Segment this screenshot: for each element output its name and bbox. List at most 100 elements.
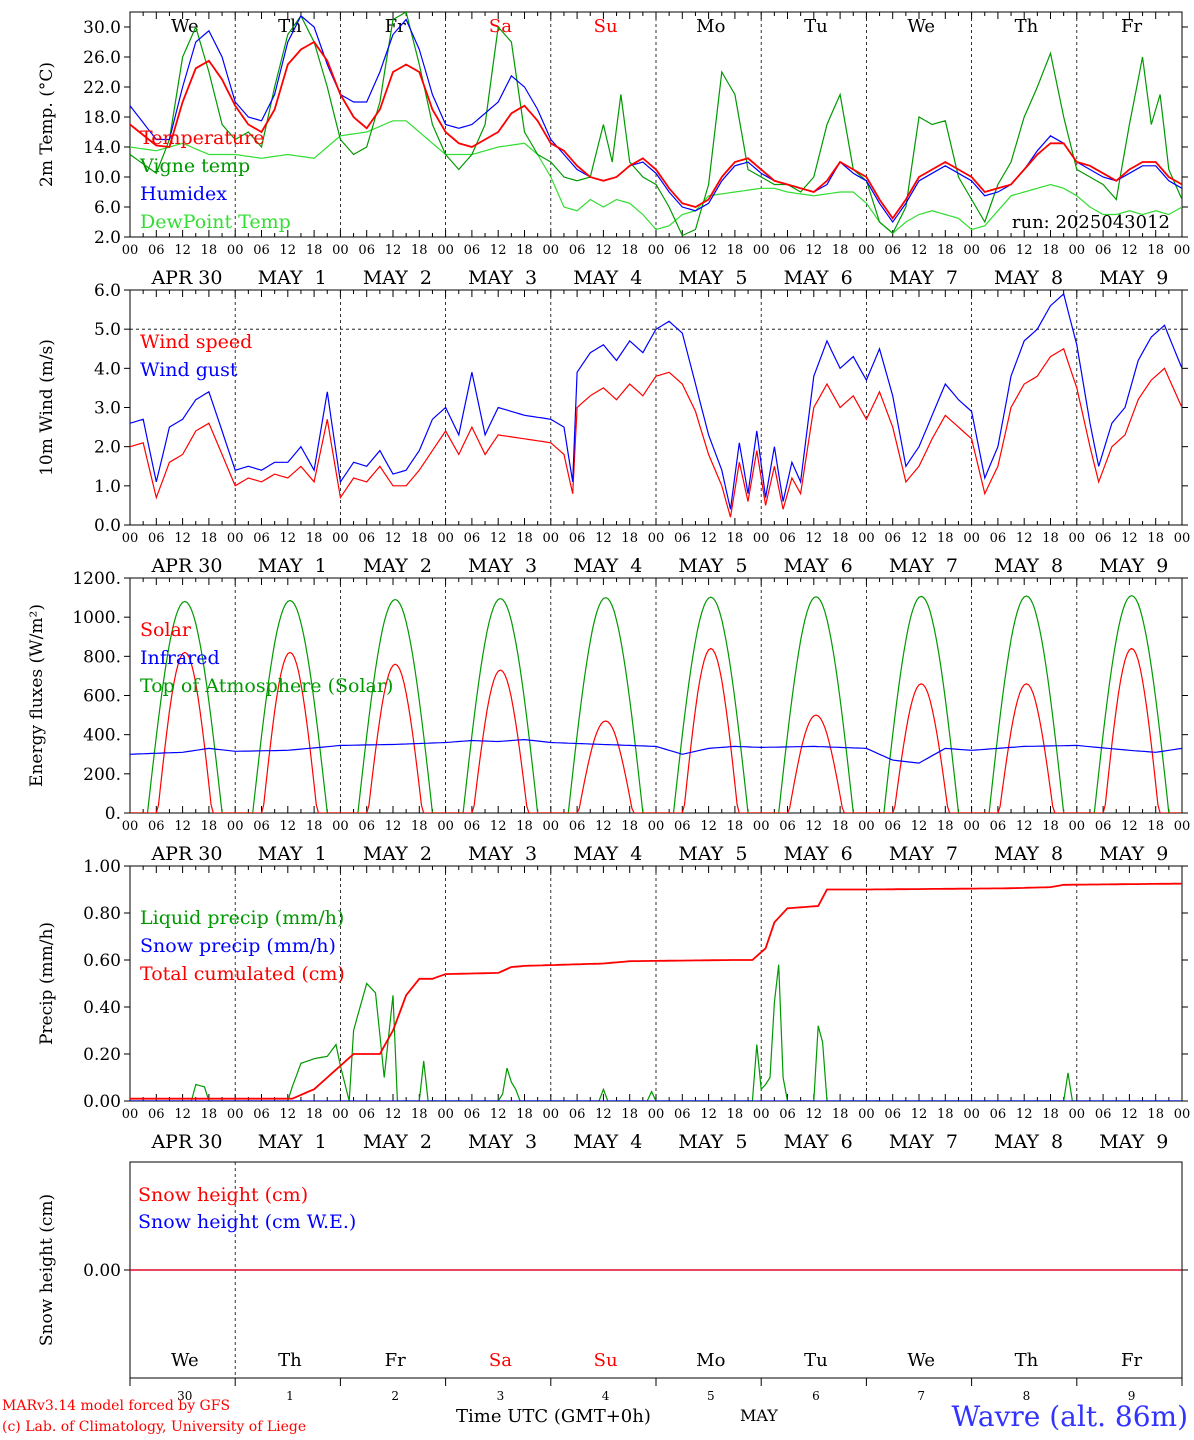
hour-tick-label: 00: [1069, 1107, 1086, 1122]
y-tick-label: 0.60: [83, 951, 121, 971]
date-label: MAY 1: [258, 555, 327, 577]
date-label: MAY 5: [678, 555, 747, 577]
date-label: APR 30: [150, 555, 222, 577]
hour-tick-label: 00: [1069, 531, 1086, 546]
y-tick-label: 800.: [83, 647, 121, 667]
hour-tick-label: 00: [858, 531, 875, 546]
hour-tick-label: 00: [858, 819, 875, 834]
hour-tick-label: 12: [174, 243, 191, 258]
hour-tick-label: 00: [332, 819, 349, 834]
hour-tick-label: 18: [1147, 531, 1164, 546]
y-tick-label: 600.: [83, 687, 121, 707]
hour-tick-label: 12: [1121, 243, 1138, 258]
hour-tick-label: 06: [569, 243, 586, 258]
date-label: MAY 1: [258, 1131, 327, 1153]
hour-tick-label: 06: [358, 531, 375, 546]
hour-tick-label: 18: [411, 243, 428, 258]
hour-tick-label: 06: [779, 243, 796, 258]
run-label: run: 2025043012: [1012, 212, 1170, 233]
hour-tick-label: 00: [753, 243, 770, 258]
series-group: [130, 594, 1182, 813]
hour-tick-label: 12: [174, 1107, 191, 1122]
hour-tick-label: 18: [516, 531, 533, 546]
day-number-label: 6: [812, 1389, 820, 1403]
lab-credit: (c) Lab. of Climatology, University of L…: [2, 1419, 307, 1435]
hour-tick-label: 18: [621, 819, 638, 834]
hour-tick-label: 06: [1095, 819, 1112, 834]
series-line-vigne-temp: [130, 12, 1182, 237]
date-label: MAY 4: [573, 1131, 642, 1153]
hour-tick-label: 00: [437, 819, 454, 834]
hour-tick-label: 12: [806, 1107, 823, 1122]
day-number-label: 3: [497, 1389, 505, 1403]
date-label: MAY 8: [994, 843, 1063, 865]
y-tick-label: 6.0: [94, 281, 121, 301]
hour-tick-label: 18: [832, 243, 849, 258]
series-line-liquid-precip-mm-h-: [130, 964, 1182, 1101]
hour-tick-label: 12: [700, 819, 717, 834]
legend-entry: Temperature: [140, 127, 264, 149]
hour-tick-label: 06: [884, 531, 901, 546]
hour-tick-label: 00: [227, 243, 244, 258]
y-tick-label: 1.0: [94, 477, 121, 497]
hour-tick-label: 00: [437, 243, 454, 258]
hour-tick-label: 00: [437, 531, 454, 546]
hour-tick-label: 06: [990, 1107, 1007, 1122]
hour-tick-label: 18: [1147, 819, 1164, 834]
hour-tick-label: 06: [148, 531, 165, 546]
hour-tick-label: 12: [385, 819, 402, 834]
legend-entry: Wind gust: [140, 359, 238, 381]
date-label: MAY 9: [1099, 267, 1168, 289]
date-label: MAY 3: [468, 267, 537, 289]
hour-tick-label: 06: [148, 819, 165, 834]
series-line-wind-speed: [130, 347, 1182, 518]
hour-tick-label: 12: [595, 819, 612, 834]
date-label: MAY 6: [784, 1131, 853, 1153]
hour-tick-label: 00: [437, 1107, 454, 1122]
hour-tick-label: 18: [201, 819, 218, 834]
hour-tick-label: 06: [779, 531, 796, 546]
date-label: MAY 6: [784, 555, 853, 577]
date-label: MAY 7: [889, 267, 958, 289]
date-label: MAY 5: [678, 1131, 747, 1153]
day-number-label: 2: [391, 1389, 399, 1403]
hour-tick-label: 00: [227, 1107, 244, 1122]
weekday-label: We: [171, 1350, 199, 1371]
hour-tick-label: 00: [122, 819, 139, 834]
hour-tick-label: 12: [385, 531, 402, 546]
hour-tick-label: 12: [1016, 819, 1033, 834]
hour-tick-label: 00: [963, 243, 980, 258]
hour-tick-label: 00: [122, 243, 139, 258]
day-number-label: 4: [602, 1389, 610, 1403]
date-label: MAY 2: [363, 1131, 432, 1153]
hour-tick-label: 12: [1016, 243, 1033, 258]
weekday-label: We: [907, 16, 935, 37]
hour-tick-label: 12: [806, 819, 823, 834]
hour-tick-label: 12: [280, 819, 297, 834]
hour-tick-label: 00: [648, 531, 665, 546]
hour-tick-label: 00: [1174, 531, 1191, 546]
hour-tick-label: 18: [516, 819, 533, 834]
hour-tick-label: 00: [648, 819, 665, 834]
legend-entry: Snow height (cm): [138, 1184, 308, 1206]
hour-tick-label: 12: [1121, 531, 1138, 546]
panel-1: 2m Temp. (°C) 2.0 6.0 10.0 14.0 18.0 22.0 26.0 3…: [37, 11, 1190, 289]
hour-tick-label: 06: [358, 243, 375, 258]
y-tick-label: 0.20: [83, 1045, 121, 1065]
series-line-humidex: [130, 14, 1182, 224]
date-label: MAY 1: [258, 843, 327, 865]
y-tick-label: 0.00: [83, 1261, 121, 1281]
day-number-label: 9: [1128, 1389, 1136, 1403]
hour-tick-label: 18: [1042, 243, 1059, 258]
weekday-label: Fr: [1121, 16, 1142, 37]
weekday-label: Mo: [696, 1350, 725, 1371]
hour-tick-label: 00: [963, 531, 980, 546]
day-number-label: 1: [286, 1389, 294, 1403]
hour-tick-label: 18: [727, 531, 744, 546]
hour-tick-label: 06: [990, 819, 1007, 834]
hour-tick-label: 06: [674, 819, 691, 834]
y-axis-label: 2m Temp. (°C): [37, 62, 57, 187]
legend-entry: Liquid precip (mm/h): [140, 907, 344, 929]
hour-tick-label: 06: [674, 1107, 691, 1122]
hour-tick-label: 18: [727, 819, 744, 834]
